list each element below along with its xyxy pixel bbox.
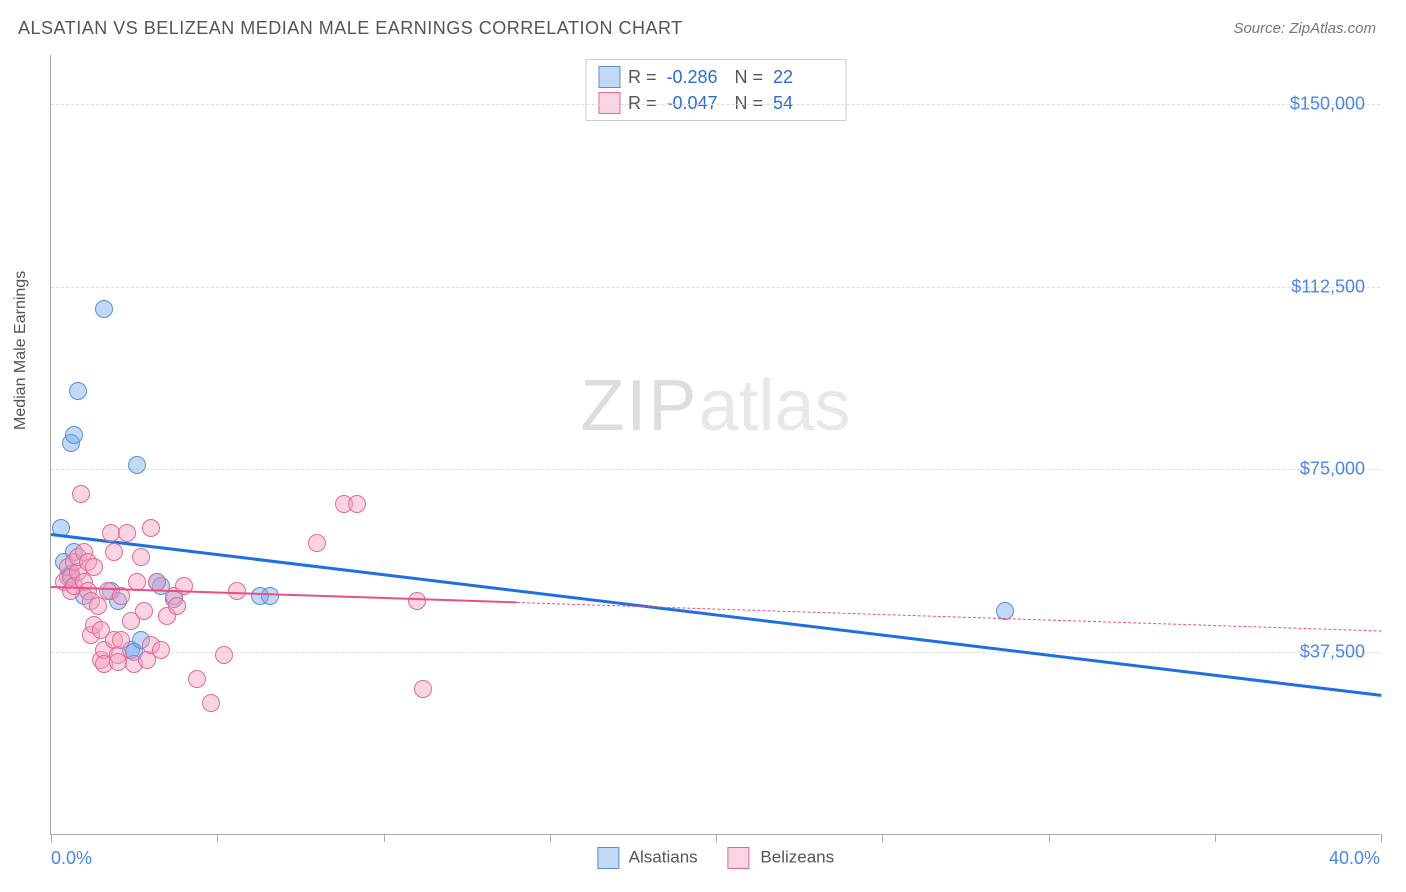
data-point <box>261 587 279 605</box>
y-axis-label: Median Male Earnings <box>12 271 30 430</box>
gridline <box>51 104 1380 105</box>
data-point <box>132 548 150 566</box>
watermark: ZIPatlas <box>580 365 850 447</box>
watermark-atlas: atlas <box>698 366 850 446</box>
x-tick-mark <box>1215 834 1216 842</box>
gridline <box>51 469 1380 470</box>
data-point <box>308 534 326 552</box>
data-point <box>215 646 233 664</box>
swatch-alsatians-icon <box>597 847 619 869</box>
data-point <box>168 597 186 615</box>
data-point <box>109 653 127 671</box>
legend-item-alsatians: Alsatians <box>597 847 698 869</box>
data-point <box>105 543 123 561</box>
x-tick-mark <box>51 834 52 842</box>
legend-label-alsatians: Alsatians <box>629 847 698 866</box>
x-tick-mark <box>716 834 717 842</box>
data-point <box>148 573 166 591</box>
plot-area: ZIPatlas R = -0.286 N = 22 R = -0.047 N … <box>50 55 1380 835</box>
y-tick-label: $150,000 <box>1290 93 1365 114</box>
r-label: R = <box>628 64 657 90</box>
x-tick-mark <box>384 834 385 842</box>
x-axis-start-label: 0.0% <box>51 848 92 869</box>
data-point <box>72 485 90 503</box>
legend-label-belizeans: Belizeans <box>760 847 834 866</box>
data-point <box>408 592 426 610</box>
data-point <box>118 524 136 542</box>
y-tick-label: $37,500 <box>1300 642 1365 663</box>
y-tick-label: $75,000 <box>1300 459 1365 480</box>
data-point <box>128 456 146 474</box>
n-value-alsatians: 22 <box>773 64 833 90</box>
x-tick-mark <box>882 834 883 842</box>
data-point <box>112 631 130 649</box>
legend-item-belizeans: Belizeans <box>728 847 834 869</box>
x-axis-end-label: 40.0% <box>1329 848 1380 869</box>
gridline <box>51 652 1380 653</box>
trend-line <box>516 602 1381 632</box>
data-point <box>135 602 153 620</box>
data-point <box>188 670 206 688</box>
data-point <box>85 558 103 576</box>
stats-legend: R = -0.286 N = 22 R = -0.047 N = 54 <box>585 59 846 121</box>
y-tick-label: $112,500 <box>1291 276 1365 297</box>
data-point <box>152 641 170 659</box>
chart-title: ALSATIAN VS BELIZEAN MEDIAN MALE EARNING… <box>18 18 683 39</box>
data-point <box>348 495 366 513</box>
data-point <box>95 300 113 318</box>
x-tick-mark <box>1049 834 1050 842</box>
data-point <box>65 426 83 444</box>
x-tick-mark <box>550 834 551 842</box>
source-label: Source: ZipAtlas.com <box>1233 20 1376 37</box>
data-point <box>202 694 220 712</box>
x-tick-mark <box>217 834 218 842</box>
series-legend: Alsatians Belizeans <box>597 847 834 869</box>
gridline <box>51 287 1380 288</box>
x-tick-mark <box>1381 834 1382 842</box>
stats-row-alsatians: R = -0.286 N = 22 <box>598 64 833 90</box>
r-value-alsatians: -0.286 <box>667 64 727 90</box>
data-point <box>414 680 432 698</box>
swatch-belizeans-icon <box>728 847 750 869</box>
watermark-zip: ZIP <box>580 366 698 446</box>
data-point <box>102 524 120 542</box>
data-point <box>142 519 160 537</box>
n-label: N = <box>735 64 764 90</box>
swatch-alsatians <box>598 66 620 88</box>
data-point <box>69 382 87 400</box>
trend-line <box>51 533 1381 697</box>
data-point <box>175 577 193 595</box>
chart-container: ALSATIAN VS BELIZEAN MEDIAN MALE EARNING… <box>0 0 1406 892</box>
